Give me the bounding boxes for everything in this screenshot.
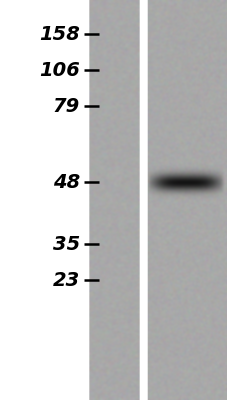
Text: 158: 158 <box>39 24 79 44</box>
Text: 79: 79 <box>52 96 79 116</box>
Text: 48: 48 <box>52 172 79 192</box>
Text: 106: 106 <box>39 60 79 80</box>
Text: 35: 35 <box>52 234 79 254</box>
Text: 23: 23 <box>52 270 79 290</box>
